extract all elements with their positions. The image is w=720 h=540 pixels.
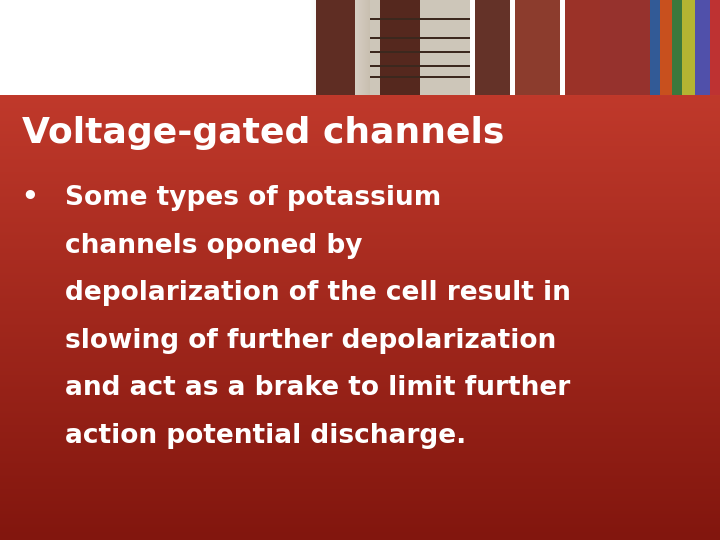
Text: depolarization of the cell result in: depolarization of the cell result in bbox=[65, 280, 571, 306]
Text: Voltage-gated channels: Voltage-gated channels bbox=[22, 116, 504, 150]
Text: action potential discharge.: action potential discharge. bbox=[65, 423, 466, 449]
Text: and act as a brake to limit further: and act as a brake to limit further bbox=[65, 375, 570, 401]
Text: •: • bbox=[22, 185, 38, 211]
Text: channels oponed by: channels oponed by bbox=[65, 233, 362, 259]
Text: Some types of potassium: Some types of potassium bbox=[65, 185, 441, 211]
Text: slowing of further depolarization: slowing of further depolarization bbox=[65, 328, 556, 354]
